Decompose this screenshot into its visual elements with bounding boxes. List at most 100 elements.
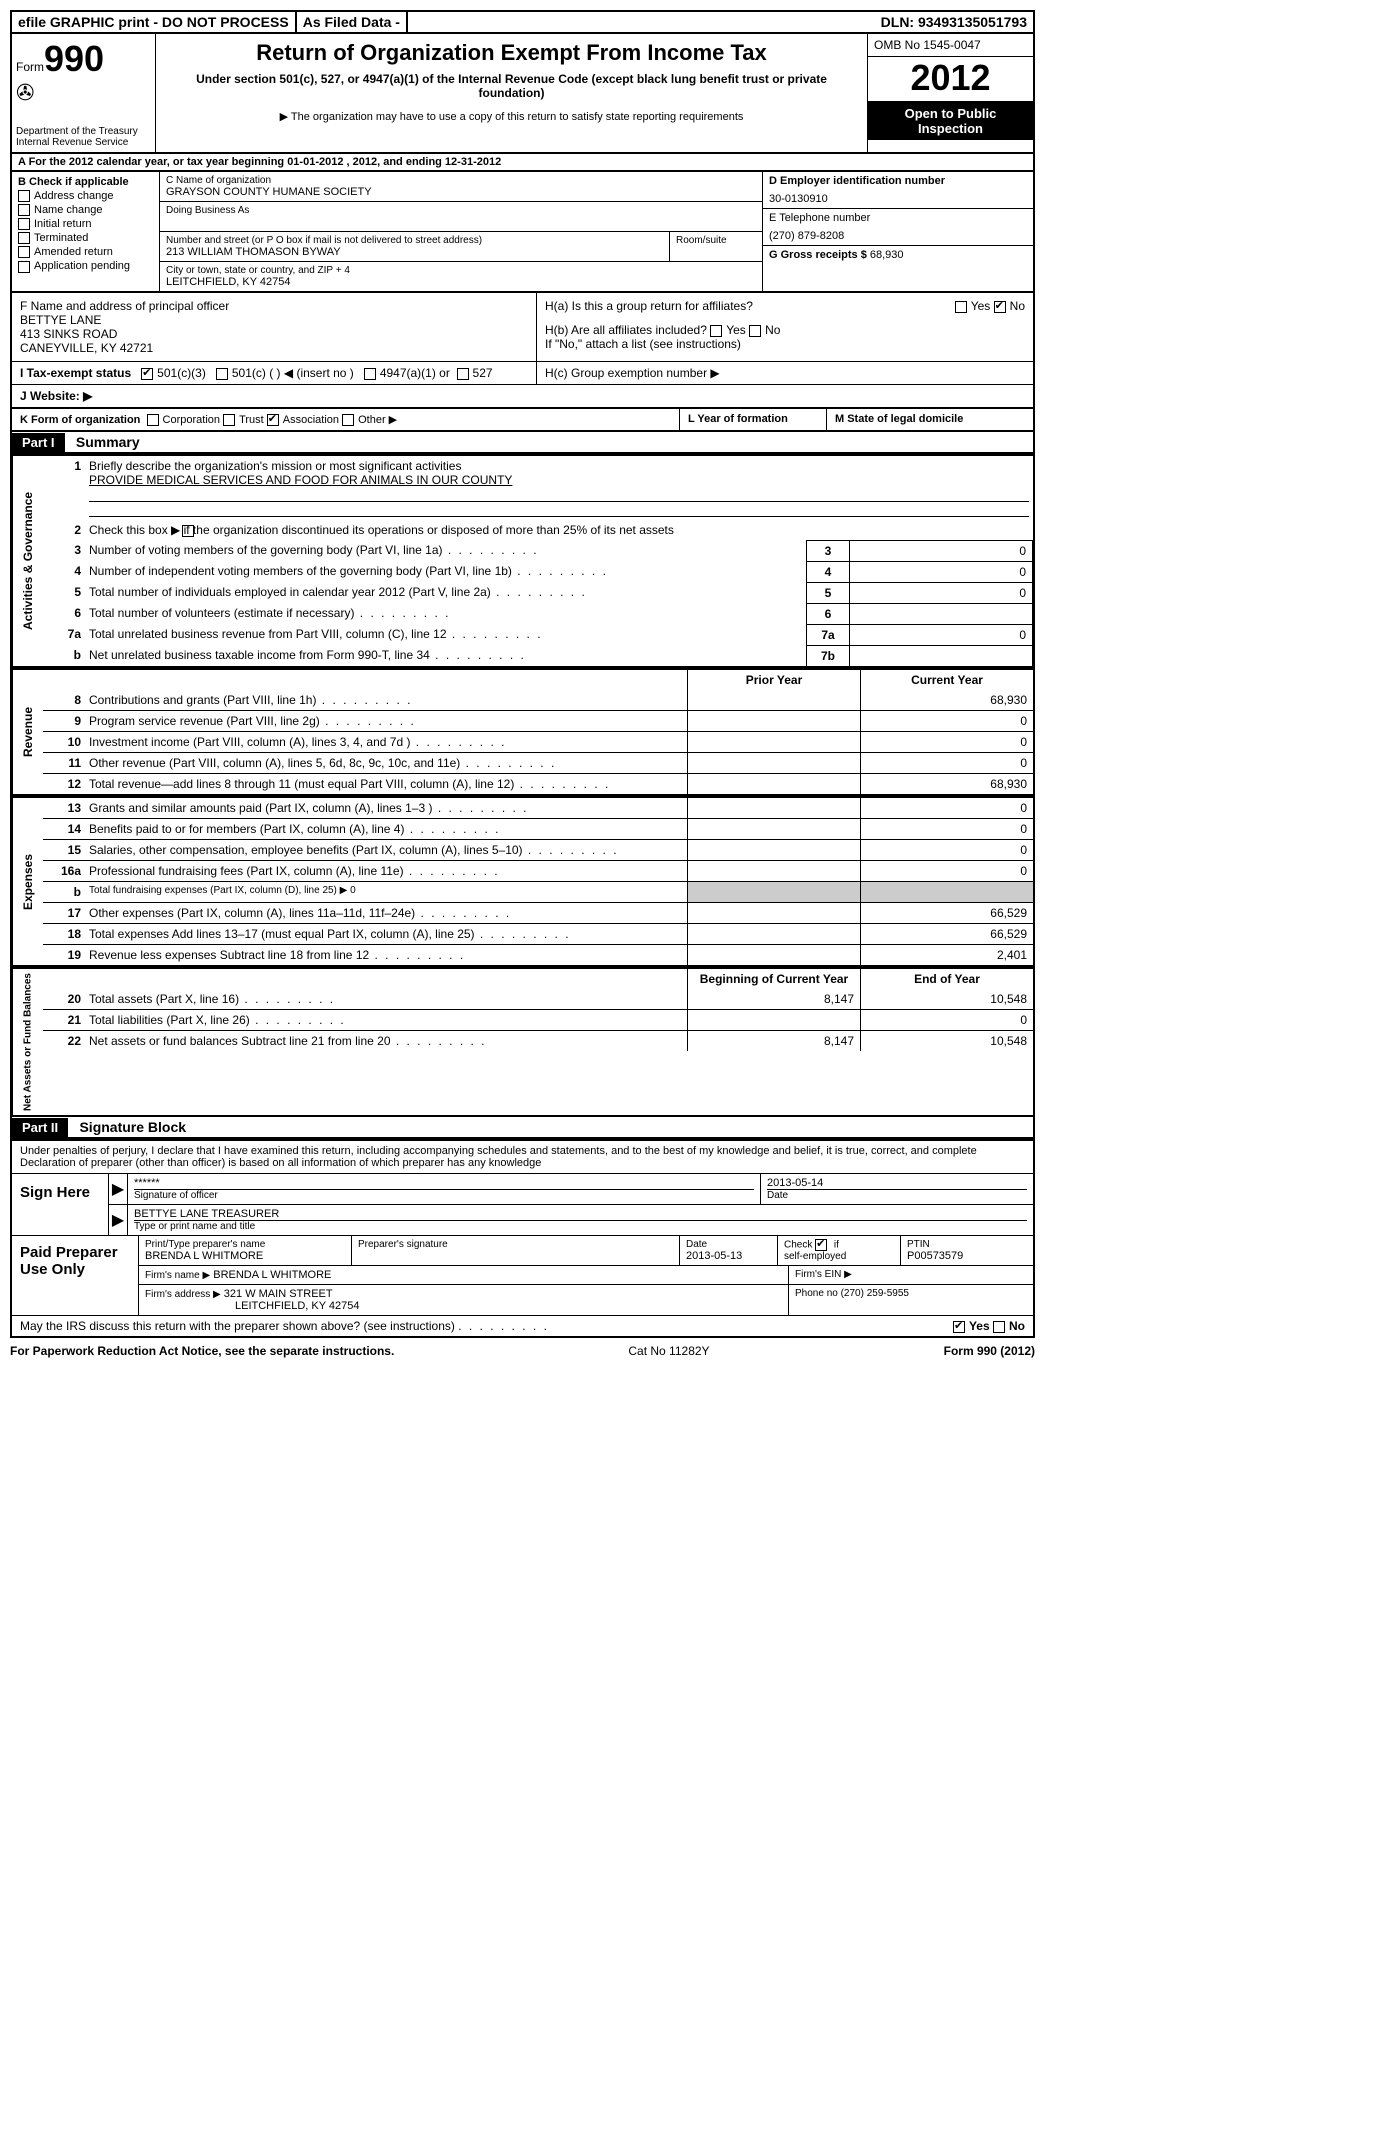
chk-501c[interactable] [216,368,228,380]
footer-mid: Cat No 11282Y [394,1344,943,1358]
chk-ha-yes[interactable] [955,301,967,313]
form-990-page: efile GRAPHIC print - DO NOT PROCESS As … [10,10,1035,1364]
chk-self-employed[interactable] [815,1239,827,1251]
side-label-exp: Expenses [12,798,43,965]
box-b: B Check if applicable Address change Nam… [12,172,160,291]
perjury-statement: Under penalties of perjury, I declare th… [12,1141,1033,1173]
footer-right: Form 990 (2012) [944,1344,1035,1358]
paid-preparer-row: Paid Preparer Use Only Print/Type prepar… [12,1235,1033,1315]
section-revenue: Revenue Prior Year Current Year 8 Contri… [10,668,1035,796]
box-b-label: B Check if applicable [18,176,153,188]
row-j: J Website: ▶ [12,385,1033,407]
dept-treasury: Department of the Treasury [16,126,151,137]
chk-hb-yes[interactable] [710,325,722,337]
chk-501c3[interactable] [141,368,153,380]
page-footer: For Paperwork Reduction Act Notice, see … [10,1338,1035,1364]
chk-527[interactable] [457,368,469,380]
prep-date: 2013-05-13 [686,1250,771,1262]
dln: DLN: 93493135051793 [875,12,1033,32]
chk-ha-no[interactable] [994,301,1006,313]
row-a-tax-year: A For the 2012 calendar year, or tax yea… [10,154,1035,172]
form-number: 990 [44,38,104,79]
phone-value: (270) 879-8208 [769,230,1027,242]
sig-date: 2013-05-14 [767,1177,1027,1189]
hdr-prior: Prior Year [687,670,860,690]
ptin: P00573579 [907,1250,1027,1262]
chk-initial-return[interactable] [18,218,30,230]
name-label: C Name of organization [166,175,756,186]
chk-amended[interactable] [18,246,30,258]
row-ij: I Tax-exempt status 501(c)(3) 501(c) ( )… [12,362,1033,385]
hdr-eoy: End of Year [860,969,1033,989]
footer-left: For Paperwork Reduction Act Notice, see … [10,1344,394,1358]
sign-here-label: Sign Here [12,1174,109,1235]
chk-discuss-yes[interactable] [953,1321,965,1333]
form-note: ▶ The organization may have to use a cop… [164,110,859,123]
chk-address-change[interactable] [18,190,30,202]
org-city: LEITCHFIELD, KY 42754 [166,276,756,288]
org-address: 213 WILLIAM THOMASON BYWAY [166,246,663,258]
side-label-rev: Revenue [12,670,43,794]
row-k: K Form of organization Corporation Trust… [10,409,1035,432]
officer-addr2: CANEYVILLE, KY 42721 [20,341,528,355]
omb-number: OMB No 1545-0047 [868,34,1033,57]
gross-value: 68,930 [870,249,904,261]
city-label: City or town, state or country, and ZIP … [166,265,756,276]
officer-name-title: BETTYE LANE TREASURER [134,1208,1027,1220]
block-fh-ij: F Name and address of principal officer … [10,293,1035,409]
arrow-icon: ▶ [109,1205,128,1235]
box-h: H(a) Is this a group return for affiliat… [536,293,1033,361]
phone-label: E Telephone number [769,212,1027,224]
part-2-header: Part II Signature Block [10,1117,1035,1141]
firm-addr: 321 W MAIN STREET [224,1288,333,1300]
arrow-icon: ▶ [109,1174,128,1204]
row-i: I Tax-exempt status 501(c)(3) 501(c) ( )… [12,362,536,384]
box-hc: H(c) Group exemption number ▶ [536,362,1033,384]
chk-name-change[interactable] [18,204,30,216]
chk-terminated[interactable] [18,232,30,244]
section-activities: Activities & Governance 1 Briefly descri… [10,456,1035,668]
dba-label: Doing Business As [166,205,756,216]
irs-eagle-icon: ✇ [16,80,151,106]
room-label: Room/suite [670,232,762,261]
section-expenses: Expenses 13 Grants and similar amounts p… [10,796,1035,967]
side-label-na: Net Assets or Fund Balances [12,969,43,1115]
efile-notice: efile GRAPHIC print - DO NOT PROCESS [12,12,297,32]
header-mid: Return of Organization Exempt From Incom… [156,34,867,152]
form-title: Return of Organization Exempt From Incom… [164,40,859,66]
box-f: F Name and address of principal officer … [12,293,536,361]
chk-app-pending[interactable] [18,261,30,273]
form-subtitle: Under section 501(c), 527, or 4947(a)(1)… [164,72,859,100]
chk-hb-no[interactable] [749,325,761,337]
open-to-public: Open to Public Inspection [868,102,1033,140]
sig-stars: ****** [134,1177,754,1189]
chk-assoc[interactable] [267,414,279,426]
chk-4947[interactable] [364,368,376,380]
preparer-name: BRENDA L WHITMORE [145,1250,345,1262]
part-2-label: Part II [12,1118,68,1137]
org-name: GRAYSON COUNTY HUMANE SOCIETY [166,186,756,198]
sign-here-row: Sign Here ▶ ****** Signature of officer … [12,1173,1033,1235]
chk-corp[interactable] [147,414,159,426]
header-right: OMB No 1545-0047 2012 Open to Public Ins… [867,34,1033,152]
box-deg: D Employer identification number 30-0130… [762,172,1033,291]
mission: PROVIDE MEDICAL SERVICES AND FOOD FOR AN… [89,473,1029,487]
officer-addr1: 413 SINKS ROAD [20,327,528,341]
form-label: Form [16,60,44,74]
ein-value: 30-0130910 [769,193,1027,205]
tax-year: 2012 [868,57,1033,102]
row-fh: F Name and address of principal officer … [12,293,1033,362]
firm-phone: Phone no (270) 259-5955 [789,1285,1033,1315]
part-1-title: Summary [68,432,148,452]
box-m: M State of legal domicile [827,409,1033,430]
chk-other[interactable] [342,414,354,426]
header-left: Form990 ✇ Department of the Treasury Int… [12,34,156,152]
chk-discontinued[interactable] [182,525,194,537]
chk-discuss-no[interactable] [993,1321,1005,1333]
dept-irs: Internal Revenue Service [16,137,151,148]
box-l: L Year of formation [680,409,827,430]
form-header: Form990 ✇ Department of the Treasury Int… [10,34,1035,154]
chk-trust[interactable] [223,414,235,426]
ein-label: D Employer identification number [769,175,1027,187]
part-2-title: Signature Block [71,1117,194,1137]
